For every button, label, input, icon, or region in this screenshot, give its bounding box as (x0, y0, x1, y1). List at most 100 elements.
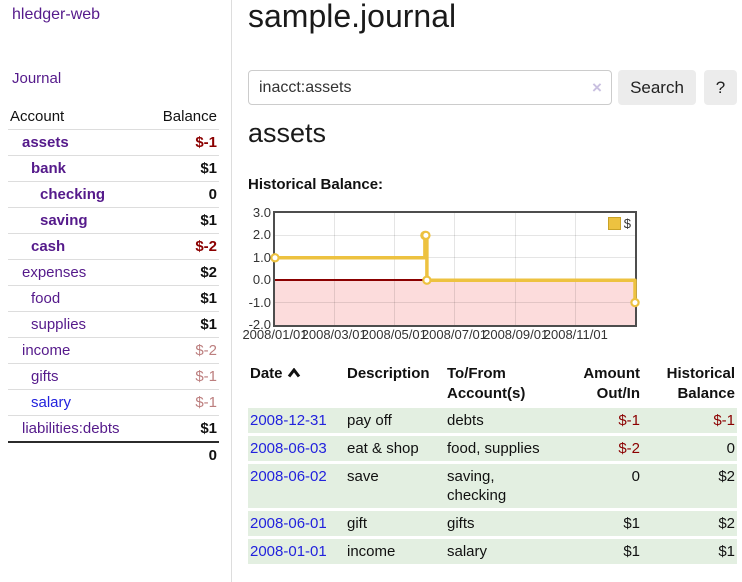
chart-gridline-vertical (515, 213, 517, 325)
account-balance: $1 (147, 208, 219, 234)
account-link[interactable]: saving (40, 212, 88, 229)
register-date-link[interactable]: 2008-06-03 (250, 440, 327, 457)
register-description-cell: income (345, 539, 445, 564)
register-accounts-value: food, supplies (447, 440, 540, 457)
account-row: gifts $-1 (8, 363, 219, 390)
account-link[interactable]: salary (31, 394, 72, 411)
register-date-link[interactable]: 2008-06-01 (250, 515, 327, 532)
clear-search-icon[interactable]: × (592, 78, 602, 97)
y-axis-tick-label: 2.0 (252, 227, 271, 243)
register-accounts-cell: saving, checking (445, 464, 565, 508)
register-date-cell: 2008-01-01 (248, 539, 345, 564)
account-name-cell: cash (8, 234, 147, 260)
search-button[interactable]: Search (618, 70, 696, 105)
data-point-marker (630, 297, 640, 308)
account-row: supplies $1 (8, 311, 219, 338)
register-header-description: Description (347, 365, 430, 382)
register-balance-cell: $2 (642, 464, 737, 508)
register-description-cell: pay off (345, 408, 445, 433)
x-axis-tick-label: 2008/07/01 (421, 327, 488, 342)
register-amount-cell: $1 (565, 511, 642, 536)
register-accounts-cell: debts (445, 408, 565, 433)
register-header-balance: Historical Balance (666, 365, 735, 402)
register-description-cell: save (345, 464, 445, 508)
account-link[interactable]: supplies (31, 316, 87, 333)
account-row: salary $-1 (8, 389, 219, 416)
x-axis-tick-label: 2008/05/01 (361, 327, 427, 342)
account-link[interactable]: expenses (22, 264, 87, 281)
register-date-link[interactable]: 2008-12-31 (250, 412, 327, 429)
historical-balance-chart: $ 3.0 2.0 1.0 0.0 -1.0 -2.0 2008/01/01 2008/03/… (242, 203, 668, 349)
register-accounts-value: debts (447, 412, 484, 429)
account-link[interactable]: checking (40, 186, 106, 203)
account-page-heading: assets (248, 118, 327, 148)
account-balance-value: 0 (208, 186, 217, 203)
register-row: 2008-06-03 eat & shop food, supplies $-2 0 (248, 436, 737, 461)
account-balance-value: $-2 (195, 238, 217, 255)
register-accounts-cell: salary (445, 539, 565, 564)
account-balance-value: $-1 (195, 368, 217, 385)
account-row: income $-2 (8, 337, 219, 364)
account-balance: $-2 (147, 338, 219, 364)
account-balance: $-1 (147, 130, 219, 156)
chart-gridline-vertical (333, 213, 335, 325)
register-row: 2008-12-31 pay off debts $-1 $-1 (248, 408, 737, 433)
account-balance-value: $1 (200, 420, 217, 437)
legend-swatch-icon (607, 217, 621, 230)
account-balance: $1 (147, 156, 219, 182)
register-date-cell: 2008-12-31 (248, 408, 345, 433)
data-point-marker (421, 230, 431, 241)
account-link[interactable]: cash (31, 238, 66, 255)
register-balance-cell: $-1 (642, 408, 737, 433)
account-row: cash $-2 (8, 233, 219, 260)
chart-gridline-horizontal (275, 302, 635, 304)
page-title: sample.journal (248, 0, 457, 34)
chart-gridline-vertical (454, 213, 455, 325)
register-description-cell: gift (345, 511, 445, 536)
y-axis-tick-label: 0.0 (252, 272, 271, 288)
register-accounts-value: gifts (447, 515, 475, 532)
account-link[interactable]: liabilities:debts (22, 420, 120, 437)
search-help-button[interactable]: ? (704, 70, 737, 105)
account-balance-value: $1 (200, 316, 217, 333)
chart-gridline-vertical (575, 213, 577, 325)
sidebar-item-journal[interactable]: Journal (12, 70, 62, 87)
account-link[interactable]: food (31, 290, 61, 307)
data-point-marker (422, 275, 432, 285)
register-header-date[interactable]: Date (248, 363, 345, 405)
accounts-total-spacer (8, 442, 147, 468)
x-axis-tick-label: 2008/11/01 (543, 327, 608, 342)
account-name-cell: bank (8, 156, 147, 182)
register-date-link[interactable]: 2008-01-01 (250, 543, 327, 560)
account-link[interactable]: bank (31, 160, 67, 177)
register-amount-cell: $-2 (565, 436, 642, 461)
search-input[interactable] (248, 70, 612, 105)
account-name-cell: gifts (8, 364, 147, 390)
account-link[interactable]: gifts (31, 368, 59, 385)
account-row: liabilities:debts $1 (8, 415, 219, 443)
account-balance-value: $-1 (195, 394, 217, 411)
accounts-header-row: Account Balance (8, 104, 219, 130)
chart-title: Historical Balance: (248, 176, 384, 193)
account-balance: $2 (147, 260, 219, 286)
register-date-cell: 2008-06-02 (248, 464, 345, 508)
account-balance: $1 (147, 416, 219, 443)
sort-ascending-icon (287, 364, 301, 384)
chart-gridline-vertical (393, 213, 395, 325)
register-amount-cell: $-1 (565, 408, 642, 433)
account-link[interactable]: income (22, 342, 71, 359)
register-balance-cell: $1 (642, 539, 737, 564)
register-row: 2008-01-01 income salary $1 $1 (248, 539, 737, 564)
chart-legend: $ (607, 216, 631, 231)
account-name-cell: checking (8, 182, 147, 208)
register-header-row: Date Description To/From Account(s) Amou… (248, 363, 737, 405)
account-balance-value: $1 (200, 160, 217, 177)
register-date-link[interactable]: 2008-06-02 (250, 468, 327, 485)
y-axis-tick-label: -1.0 (248, 294, 271, 310)
app-title-link[interactable]: hledger-web (12, 6, 101, 23)
register-header-date-label: Date (250, 365, 283, 382)
account-link[interactable]: assets (22, 134, 69, 151)
account-balance: $1 (147, 312, 219, 338)
chart-plot-area: $ (270, 211, 640, 327)
y-axis-tick-label: 1.0 (252, 249, 271, 265)
